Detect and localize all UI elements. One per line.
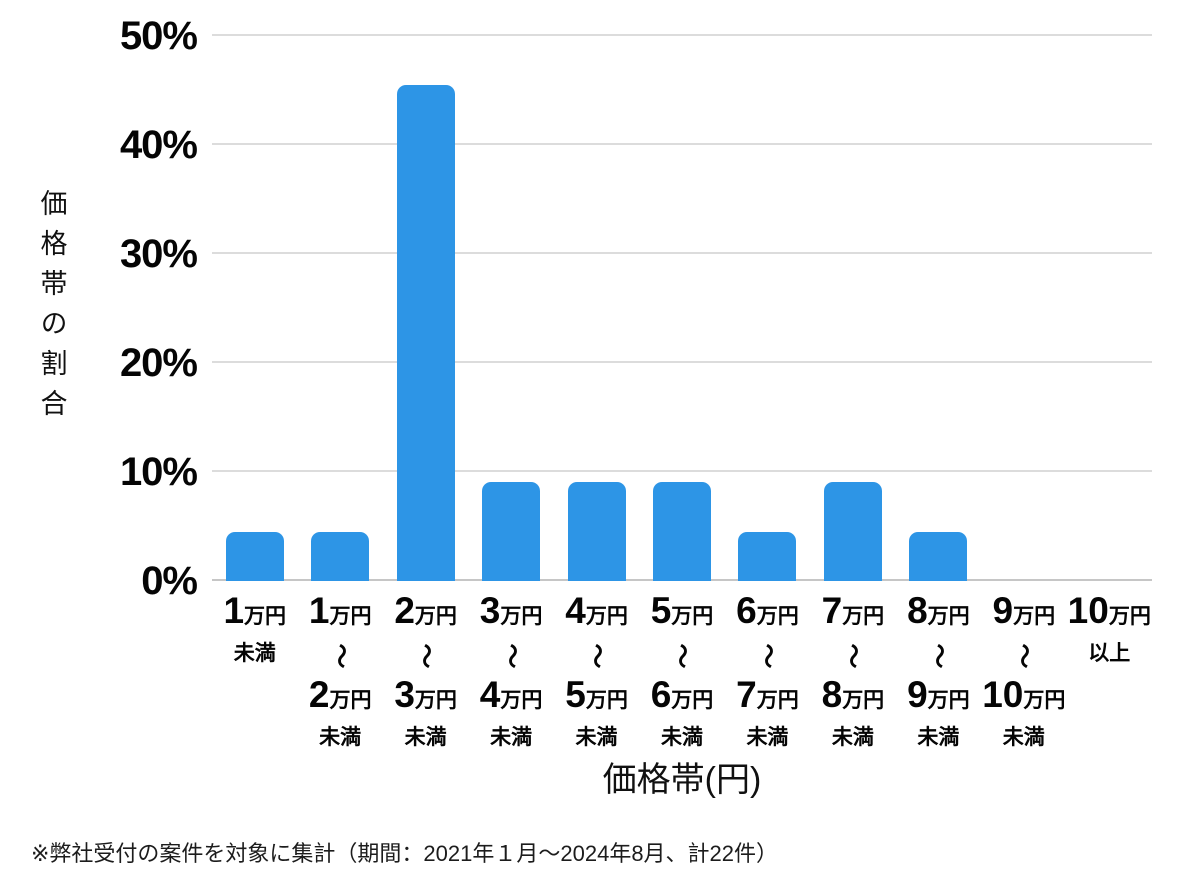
range-end: 2万円	[308, 674, 372, 715]
x-category-label: 1万円未満	[212, 590, 297, 754]
range-start: 3万円	[479, 590, 543, 631]
tilde: 〜	[667, 643, 696, 669]
bar-slot	[896, 36, 981, 581]
y-tick-label: 50%	[119, 14, 198, 58]
y-tick-label: 20%	[119, 341, 198, 385]
range-suffix: 未満	[404, 726, 447, 749]
range-start: 2万円	[394, 590, 457, 631]
x-category-label: 4万円〜 5万円未満	[554, 590, 639, 754]
range-start: 9万円	[992, 590, 1056, 631]
bar-slot	[468, 36, 553, 581]
plot-area	[212, 34, 1152, 581]
tilde: 〜	[582, 643, 611, 669]
range-suffix: 未満	[319, 726, 362, 749]
bar-slot	[639, 36, 724, 581]
y-axis-ticks: 0% 10% 20% 30% 40% 50%	[0, 14, 198, 603]
range-suffix: 以上	[1088, 642, 1131, 665]
x-category-label: 5万円〜 6万円未満	[639, 590, 724, 754]
tilde: 〜	[838, 643, 867, 669]
x-category-label: 9万円〜 10万円未満	[981, 590, 1066, 754]
x-category-label: 2万円〜 3万円未満	[383, 590, 468, 754]
range-start: 1万円	[223, 590, 287, 631]
range-suffix: 未満	[1002, 726, 1045, 749]
range-end: 8万円	[821, 674, 885, 715]
range-end: 3万円	[394, 674, 457, 715]
bar	[225, 532, 284, 581]
x-category-label: 8万円〜 9万円未満	[896, 590, 981, 754]
range-end: 10万円	[982, 674, 1066, 715]
tilde: 〜	[753, 643, 782, 669]
range-start: 10万円	[1067, 590, 1151, 631]
bar-slot	[810, 36, 895, 581]
range-end: 5万円	[565, 674, 628, 715]
range-start: 1万円	[308, 590, 372, 631]
range-suffix: 未満	[233, 642, 276, 665]
y-axis-title: 価格帯の割合	[36, 188, 67, 429]
footnote: ※弊社受付の案件を対象に集計（期間：2021年１月～2024年8月、計22件）	[31, 841, 779, 866]
x-category-label: 1万円〜 2万円未満	[297, 590, 382, 754]
bar	[738, 532, 797, 581]
tilde: 〜	[497, 643, 526, 669]
gridline	[212, 470, 1152, 472]
y-tick-label: 40%	[119, 123, 198, 167]
bar-slot	[297, 36, 382, 581]
range-start: 5万円	[650, 590, 714, 631]
range-start: 8万円	[907, 590, 970, 631]
gridline	[212, 34, 1152, 36]
range-start: 4万円	[565, 590, 628, 631]
gridline	[212, 143, 1152, 145]
bar-slot	[212, 36, 297, 581]
range-end: 7万円	[736, 674, 799, 715]
gridline	[212, 252, 1152, 254]
tilde: 〜	[411, 643, 440, 669]
tilde: 〜	[924, 643, 953, 669]
x-category-label: 7万円〜 8万円未満	[810, 590, 895, 754]
bar	[652, 482, 711, 581]
y-tick-label: 0%	[141, 559, 198, 603]
range-suffix: 未満	[917, 726, 960, 749]
range-suffix: 未満	[746, 726, 789, 749]
x-category-label: 10万円以上	[1067, 590, 1152, 754]
y-tick-label: 10%	[119, 450, 198, 494]
x-category-label: 6万円〜 7万円未満	[725, 590, 810, 754]
tilde: 〜	[1009, 643, 1038, 669]
range-suffix: 未満	[575, 726, 618, 749]
bar	[567, 482, 626, 581]
range-end: 9万円	[907, 674, 970, 715]
range-suffix: 未満	[660, 726, 703, 749]
x-category-label: 3万円〜 4万円未満	[468, 590, 553, 754]
bar	[396, 85, 455, 581]
bar-slot	[725, 36, 810, 581]
y-tick-label: 30%	[119, 232, 198, 276]
x-axis-title: 価格帯(円)	[602, 761, 762, 799]
range-suffix: 未満	[831, 726, 874, 749]
range-end: 6万円	[650, 674, 714, 715]
bar	[311, 532, 370, 581]
range-end: 4万円	[479, 674, 543, 715]
range-suffix: 未満	[490, 726, 533, 749]
bar-slot	[554, 36, 639, 581]
bar	[482, 482, 541, 581]
bar-slot	[981, 36, 1066, 581]
bar-slot	[1067, 36, 1152, 581]
bar-slot	[383, 36, 468, 581]
gridline	[212, 361, 1152, 363]
bar	[823, 482, 882, 581]
range-start: 7万円	[821, 590, 885, 631]
tilde: 〜	[326, 643, 355, 669]
x-axis-labels: 1万円 未満 1万円〜 2万円 未満 2万円〜 3万円 未満 3万円〜 4万円 未満 4万円〜 5万円未…	[212, 590, 1152, 754]
bar	[909, 532, 968, 581]
range-start: 6万円	[736, 590, 799, 631]
